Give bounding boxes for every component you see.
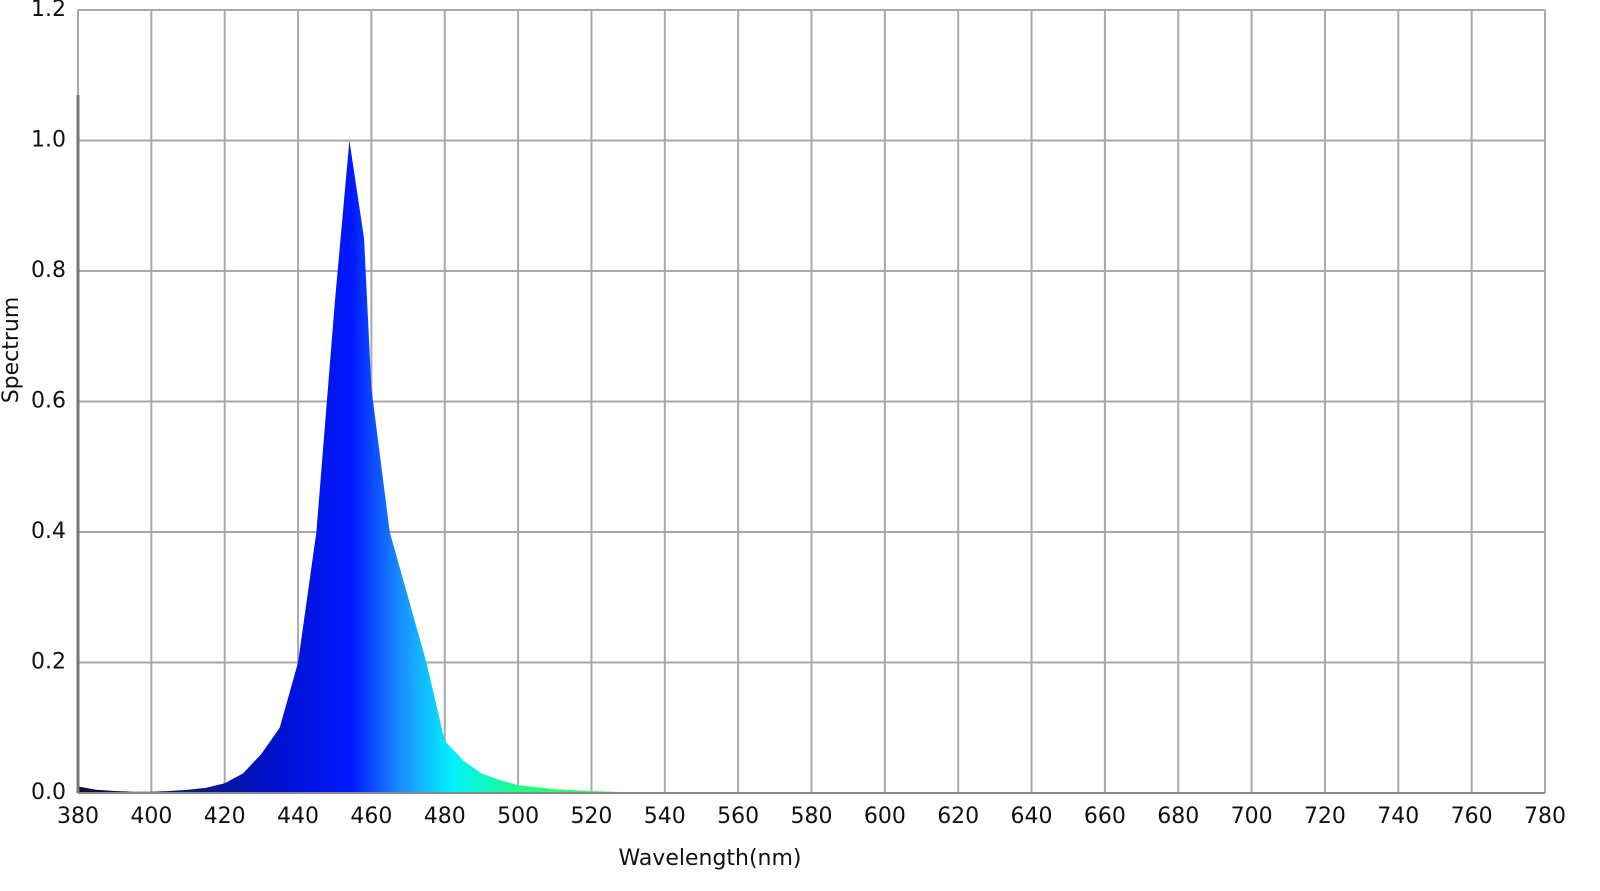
y-tick-label: 0.2 xyxy=(31,650,66,675)
x-tick-label: 720 xyxy=(1304,804,1346,829)
y-tick-label: 1.0 xyxy=(31,128,66,153)
x-tick-label: 620 xyxy=(937,804,979,829)
x-tick-label: 520 xyxy=(570,804,612,829)
x-tick-label: 580 xyxy=(791,804,833,829)
y-tick-label: 0.8 xyxy=(31,258,66,283)
y-tick-label: 0.4 xyxy=(31,519,66,544)
x-tick-label: 600 xyxy=(864,804,906,829)
y-axis-label: Spectrum xyxy=(0,297,24,404)
y-tick-label: 1.2 xyxy=(31,0,66,22)
x-tick-label: 560 xyxy=(717,804,759,829)
spectrum-area xyxy=(78,140,739,793)
x-axis-label: Wavelength(nm) xyxy=(618,846,801,871)
y-tick-label: 0.6 xyxy=(31,389,66,414)
x-tick-label: 380 xyxy=(57,804,99,829)
x-tick-label: 400 xyxy=(130,804,172,829)
x-tick-label: 700 xyxy=(1231,804,1273,829)
x-tick-label: 680 xyxy=(1157,804,1199,829)
x-tick-label: 480 xyxy=(424,804,466,829)
x-tick-label: 440 xyxy=(277,804,319,829)
x-tick-label: 780 xyxy=(1524,804,1566,829)
x-tick-label: 460 xyxy=(350,804,392,829)
x-tick-label: 500 xyxy=(497,804,539,829)
x-tick-label: 640 xyxy=(1011,804,1053,829)
x-tick-label: 660 xyxy=(1084,804,1126,829)
x-tick-label: 420 xyxy=(204,804,246,829)
x-tick-label: 760 xyxy=(1451,804,1493,829)
x-tick-label: 540 xyxy=(644,804,686,829)
y-tick-label: 0.0 xyxy=(31,780,66,805)
x-tick-label: 740 xyxy=(1377,804,1419,829)
